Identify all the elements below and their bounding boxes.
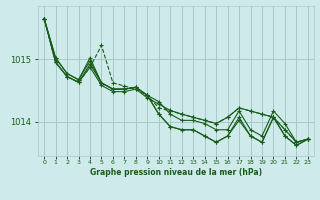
X-axis label: Graphe pression niveau de la mer (hPa): Graphe pression niveau de la mer (hPa) xyxy=(90,168,262,177)
